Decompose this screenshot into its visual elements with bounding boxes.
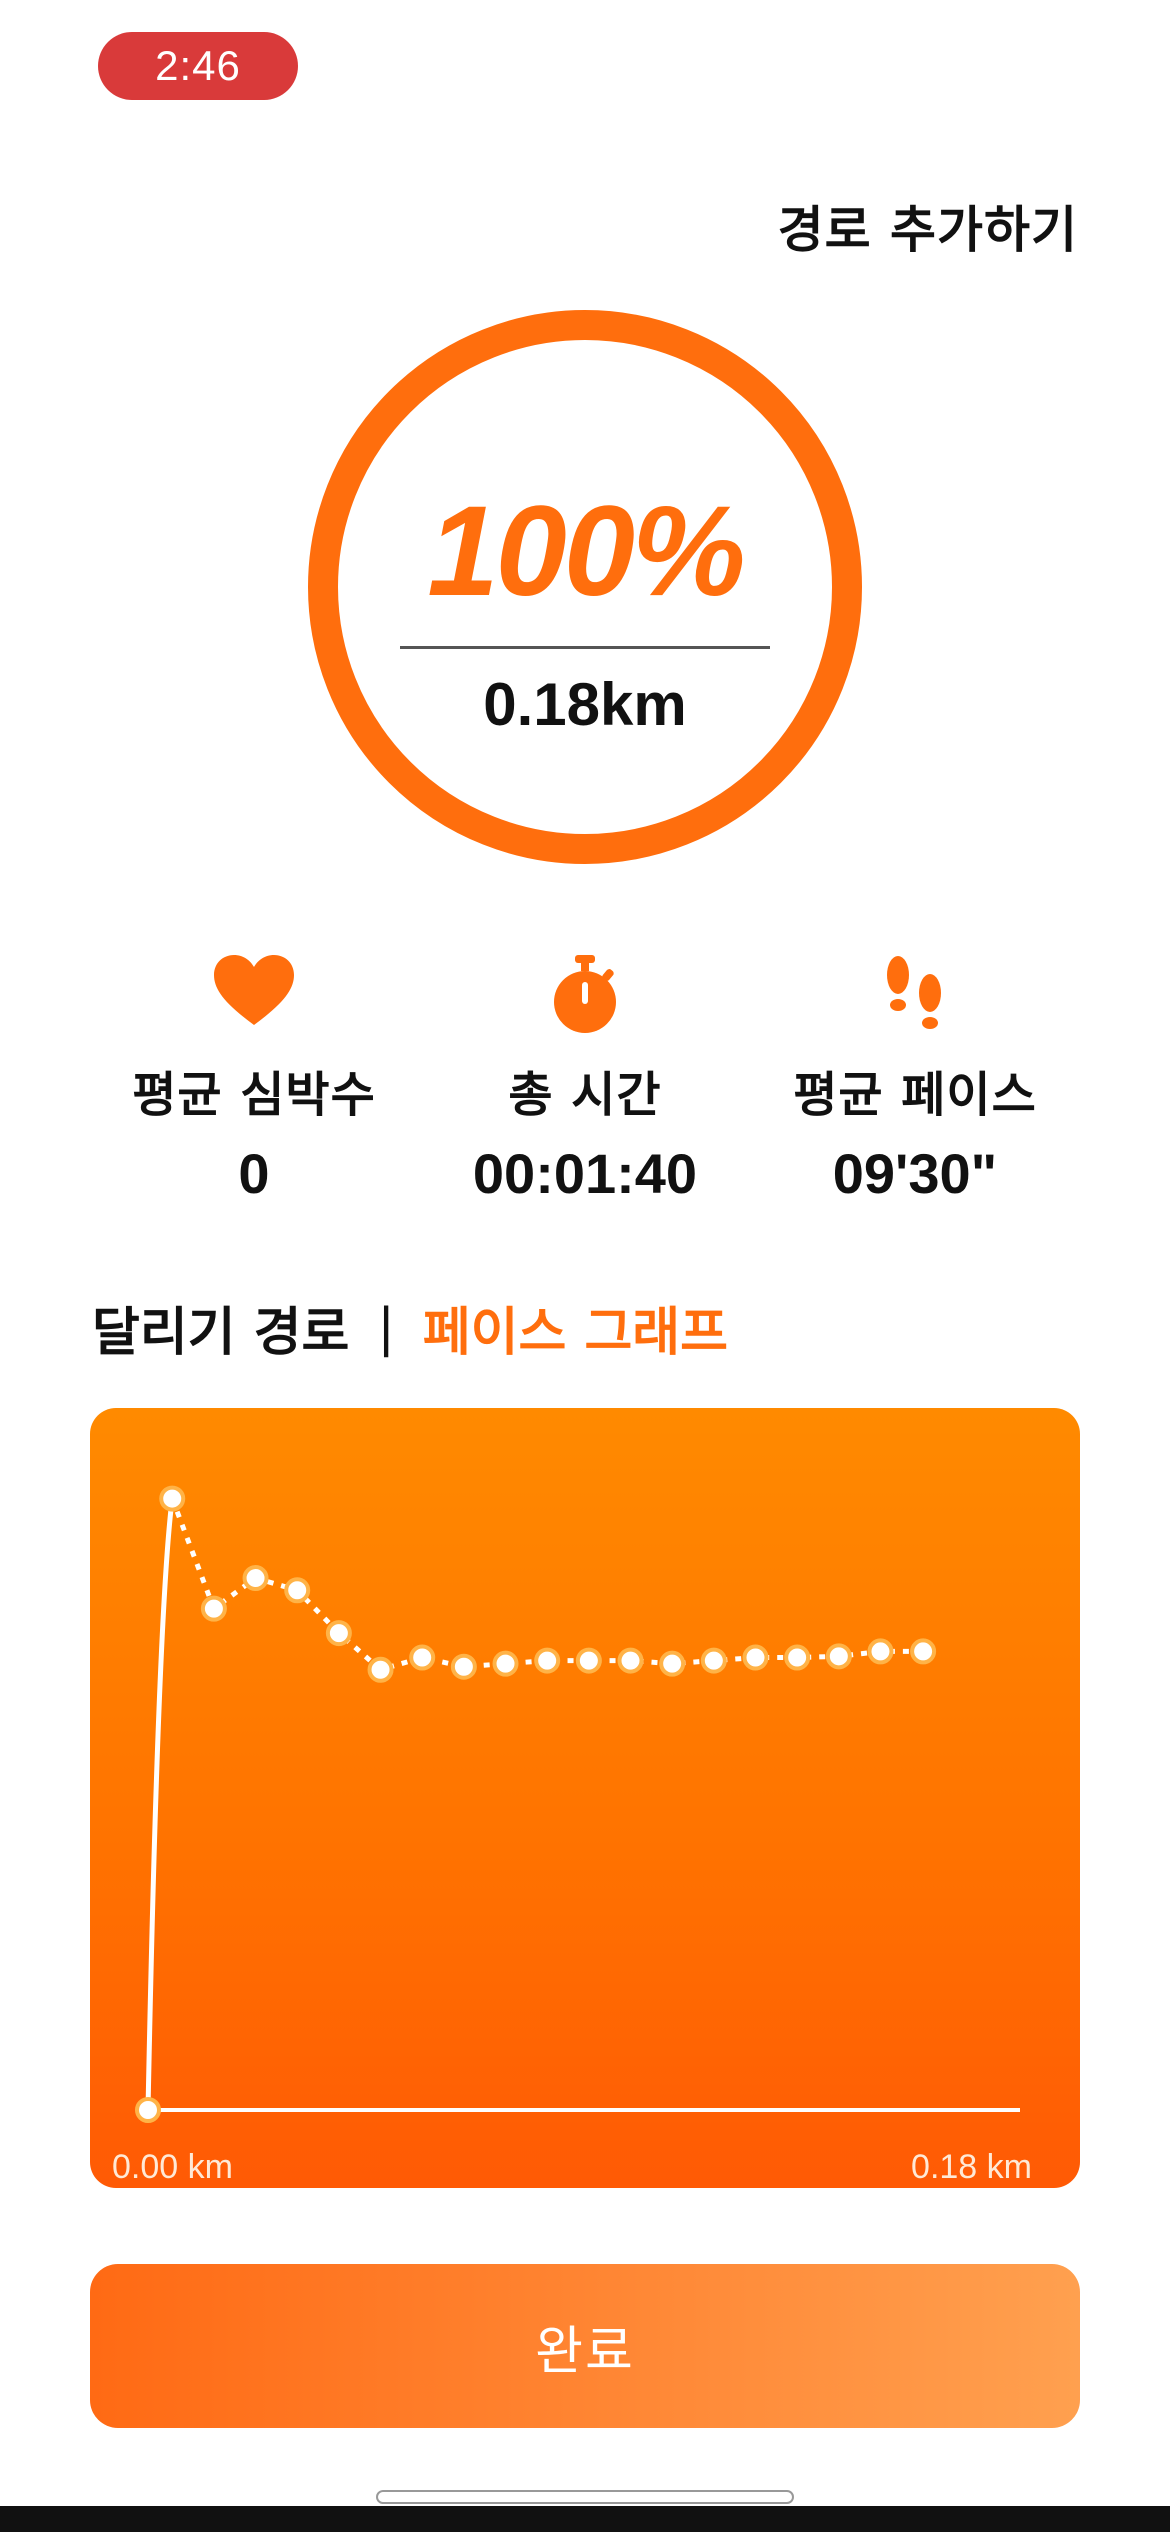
pace-point (700, 1647, 727, 1674)
pace-point (242, 1565, 269, 1592)
progress-ring: 100% 0.18km (308, 310, 862, 864)
stopwatch-icon (405, 955, 765, 1045)
pace-point (492, 1650, 519, 1677)
pace-point (135, 2097, 161, 2123)
tab-running-route[interactable]: 달리기 경로 (92, 1303, 350, 1363)
view-tabs: 달리기 경로 | 페이스 그래프 (92, 1290, 728, 1365)
tab-separator: | (377, 1297, 395, 1358)
pace-point (910, 1638, 937, 1665)
pace-point (325, 1620, 352, 1647)
pace-chart: 0.00 km 0.18 km (90, 1408, 1080, 2188)
done-button[interactable]: 완료 (90, 2264, 1080, 2428)
status-time: 2:46 (98, 32, 298, 100)
stat-value: 00:01:40 (472, 1142, 698, 1205)
stat-total-time: 총 시간 00:01:40 (405, 955, 765, 1206)
progress-percent: 100% (427, 480, 745, 623)
pace-point (159, 1485, 186, 1512)
pace-point (367, 1656, 394, 1683)
progress-distance: 0.18km (483, 671, 687, 738)
stat-value: 09'30" (832, 1142, 998, 1205)
x-tick-label: 0.18 km (911, 2148, 1032, 2186)
pace-point (784, 1644, 811, 1671)
pace-point (200, 1595, 227, 1622)
pace-line-rise (145, 1498, 175, 2111)
pace-chart-svg (135, 1485, 1020, 2123)
stat-avg-pace: 평균 페이스 09'30" (735, 955, 1095, 1206)
pace-point (659, 1650, 686, 1677)
pace-point (575, 1647, 602, 1674)
pace-point (534, 1647, 561, 1674)
pace-point (617, 1647, 644, 1674)
pace-point (409, 1644, 436, 1671)
stat-avg-heart-rate: 평균 심박수 0 (74, 955, 434, 1206)
pace-point (450, 1653, 477, 1680)
stat-label: 평균 페이스 (793, 1067, 1037, 1123)
pace-point (867, 1638, 894, 1665)
home-indicator (376, 2490, 794, 2504)
x-tick-label: 0.00 km (112, 2148, 233, 2186)
progress-divider (400, 646, 770, 649)
stat-label: 총 시간 (508, 1067, 662, 1123)
tab-pace-graph[interactable]: 페이스 그래프 (422, 1303, 728, 1363)
pace-line (169, 1497, 924, 1673)
pace-point (742, 1644, 769, 1671)
heart-icon (74, 955, 434, 1045)
bottom-bar (0, 2506, 1170, 2532)
add-route-button[interactable]: 경로 추가하기 (777, 201, 1078, 259)
stat-value: 0 (238, 1142, 270, 1205)
footprints-icon (735, 955, 1095, 1045)
pace-point (825, 1643, 852, 1670)
pace-point (284, 1577, 311, 1604)
stat-label: 평균 심박수 (132, 1067, 376, 1123)
